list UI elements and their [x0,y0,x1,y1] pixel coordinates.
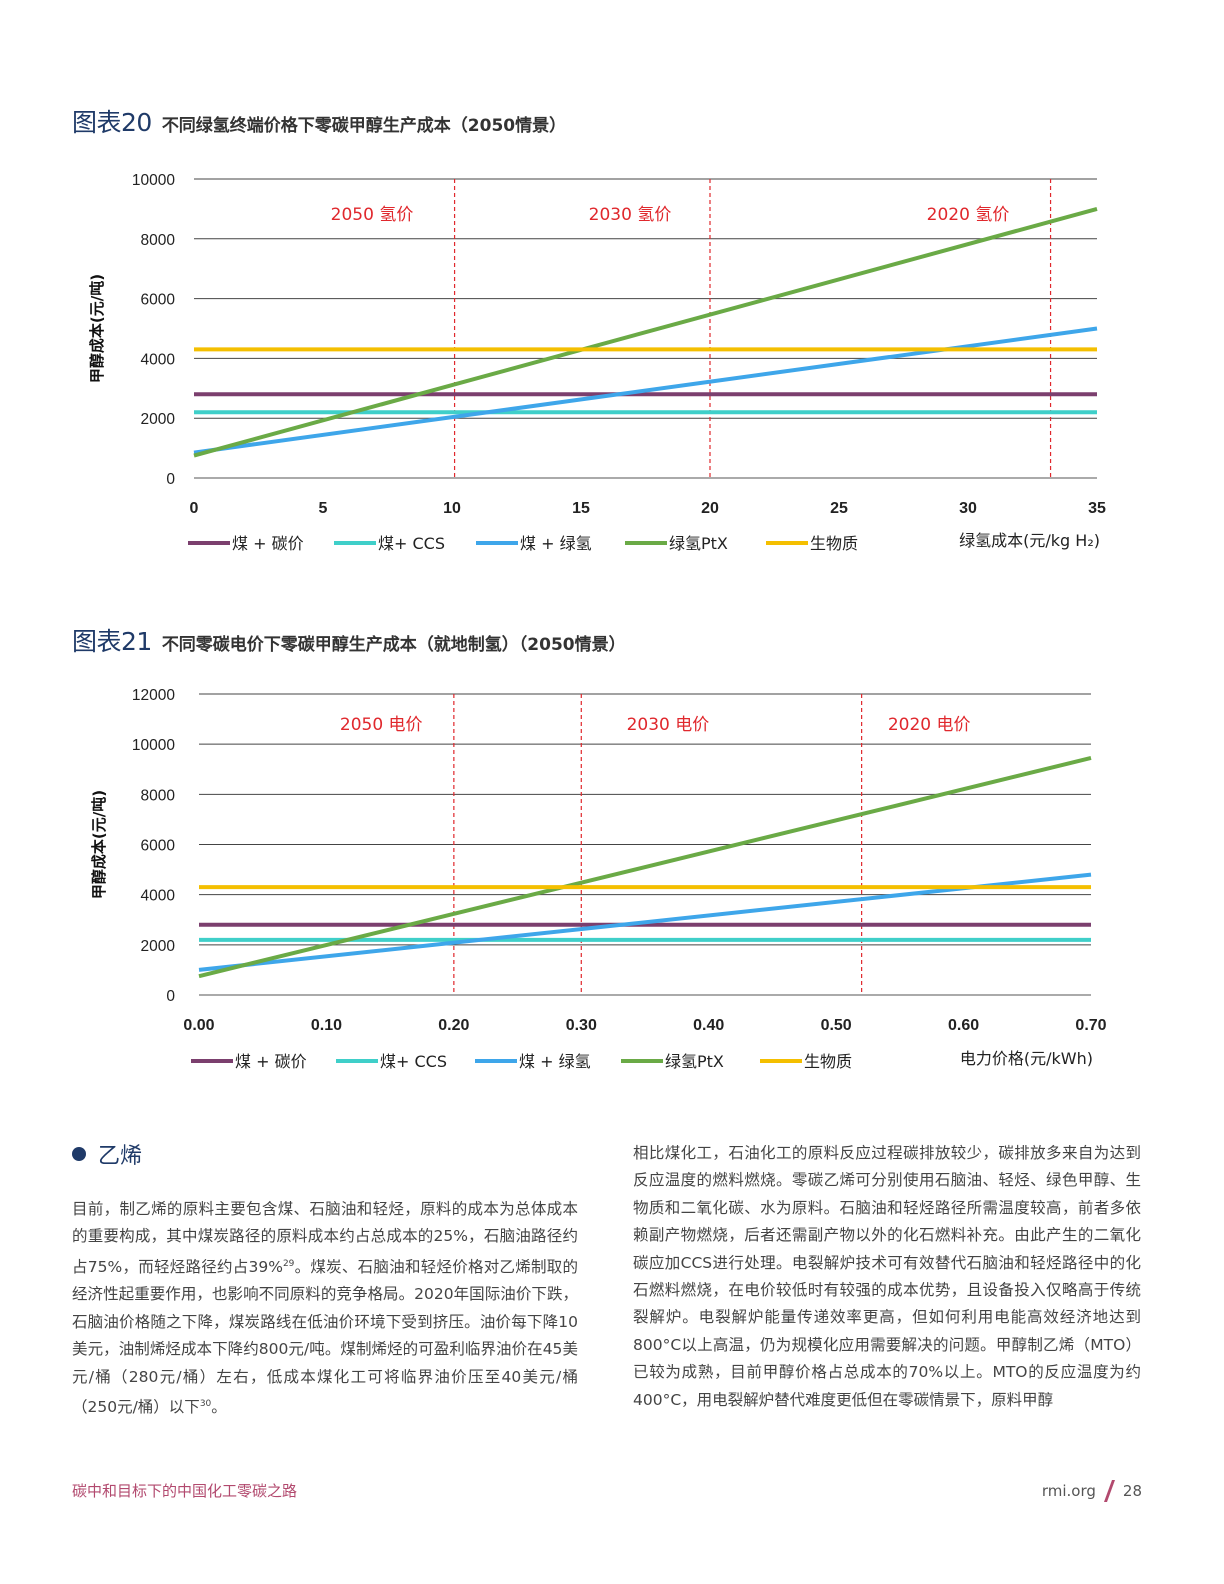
period-annotation: 2030 电价 [627,715,710,735]
paragraph-right-text: 相比煤化工，石油化工的原料反应过程碳排放较少，碳排放多来自为达到反应温度的燃料燃… [633,1144,1141,1409]
paragraph-left: 目前，制乙烯的原料主要包含煤、石脑油和轻烃，原料的成本为总体成本的重要构成，其中… [72,1196,578,1422]
legend-label: 煤 + 碳价 [232,534,304,553]
page-number: 28 [1122,1482,1142,1500]
x-tick-label: 5 [319,500,328,517]
chart-20: 0 2000 4000 6000 8000 10000 0 5 10 15 20 25 30 35 甲醇成本… [88,172,1106,553]
y-tick-label: 6000 [141,292,176,309]
legend-label: 绿氢PtX [665,1052,724,1071]
footer-site: rmi.org [1041,1482,1096,1500]
figure-21-title: 图表21 不同零碳电价下零碳甲醇生产成本（就地制氢）（2050情景） [72,622,626,658]
y-tick-label: 4000 [141,888,176,905]
figure-21-label: 图表21 [72,627,152,656]
y-tick-label: 2000 [141,938,176,955]
section-heading: 乙烯 [72,1138,142,1170]
x-tick-label: 20 [701,500,719,517]
x-axis-label: 电力价格(元/kWh) [960,1049,1093,1068]
y-tick-label: 12000 [132,687,175,704]
period-annotation: 2020 氢价 [927,205,1010,225]
legend-label: 煤+ CCS [378,534,445,553]
x-tick-label: 0.30 [566,1017,597,1034]
y-tick-label: 2000 [141,411,176,428]
y-tick-label: 10000 [132,172,175,189]
legend-label: 煤 + 绿氢 [519,1052,591,1071]
period-annotation: 2050 电价 [340,715,423,735]
series-line [198,872,1092,972]
x-axis-label: 绿氢成本(元/kg H₂) [959,531,1100,550]
legend-label: 煤+ CCS [380,1052,447,1071]
paragraph-right: 相比煤化工，石油化工的原料反应过程碳排放较少，碳排放多来自为达到反应温度的燃料燃… [633,1140,1141,1414]
x-tick-label: 30 [959,500,977,517]
period-annotation: 2050 氢价 [331,205,414,225]
bullet-icon [72,1147,86,1161]
y-axis-label: 甲醇成本(元/吨) [90,790,108,899]
figure-20-label: 图表20 [72,108,152,137]
x-tick-label: 0.20 [438,1017,469,1034]
section-title: 乙烯 [98,1144,143,1169]
series-line [198,756,1092,979]
x-tick-label: 0.70 [1075,1017,1106,1034]
legend-label: 煤 + 碳价 [235,1052,307,1071]
y-tick-label: 6000 [141,838,176,855]
footnote-ref-30: 30 [199,1399,212,1409]
y-tick-label: 4000 [141,351,176,368]
y-tick-label: 8000 [141,232,176,249]
x-tick-label: 0.00 [183,1017,214,1034]
x-tick-label: 0.10 [311,1017,342,1034]
y-axis-label: 甲醇成本(元/吨) [88,274,106,383]
legend-label: 煤 + 绿氢 [520,534,592,553]
x-tick-label: 10 [443,500,461,517]
x-tick-label: 0.40 [693,1017,724,1034]
paragraph-left-text-3: 。 [211,1398,227,1417]
x-tick-label: 35 [1088,500,1106,517]
x-tick-label: 25 [830,500,848,517]
chart-21: 0 2000 4000 6000 8000 10000 12000 0.00 0.10 0.20 0… [90,687,1107,1071]
x-tick-label: 0.60 [948,1017,979,1034]
y-tick-label: 0 [166,471,175,488]
y-tick-label: 10000 [132,737,175,754]
footer-report-title: 碳中和目标下的中国化工零碳之路 [72,1482,298,1500]
figure-20-title: 图表20 不同绿氢终端价格下零碳甲醇生产成本（2050情景） [72,103,566,139]
x-tick-label: 0 [190,500,199,517]
footnote-ref-29: 29 [282,1258,295,1269]
x-tick-label: 15 [572,500,590,517]
legend-label: 生物质 [810,534,858,553]
paragraph-left-text-2: 。煤炭、石脑油和轻烃价格对乙烯制取的经济性起重要作用，也影响不同原料的竞争格局。… [72,1257,578,1417]
figure-20-caption: 不同绿氢终端价格下零碳甲醇生产成本（2050情景） [161,116,567,136]
y-tick-label: 0 [166,988,175,1005]
footer-page-info: rmi.org 28 [1042,1480,1142,1502]
slash-divider [1103,1480,1115,1502]
legend-label: 生物质 [804,1052,852,1071]
figure-21-caption: 不同零碳电价下零碳甲醇生产成本（就地制氢）（2050情景） [161,635,626,655]
series-line [193,206,1098,458]
y-tick-label: 8000 [141,787,176,804]
paragraph-left-text-1: 目前，制乙烯的原料主要包含煤、石脑油和轻烃，原料的成本为总体成本的重要构成，其中… [72,1200,578,1276]
legend-label: 绿氢PtX [669,534,728,553]
x-tick-label: 0.50 [821,1017,852,1034]
period-annotation: 2020 电价 [888,715,971,735]
period-annotation: 2030 氢价 [589,205,672,225]
